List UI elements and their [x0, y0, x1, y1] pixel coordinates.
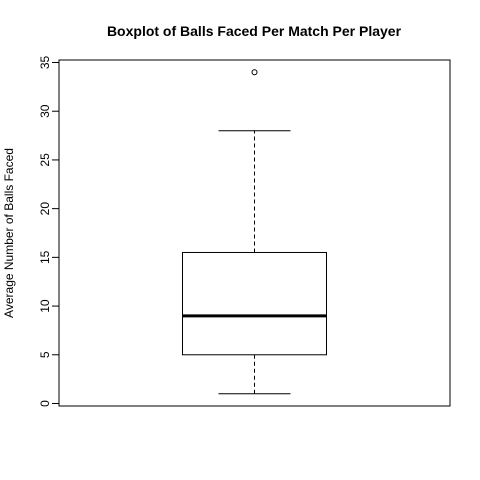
- chart-title: Boxplot of Balls Faced Per Match Per Pla…: [107, 23, 402, 39]
- plot-frame: [58, 59, 451, 407]
- y-tick-label-30: 30: [38, 104, 52, 118]
- y-tick-label-15: 15: [38, 250, 52, 264]
- y-tick-label-20: 20: [38, 202, 52, 216]
- y-tick-label-0: 0: [38, 400, 52, 407]
- y-tick-label-25: 25: [38, 153, 52, 167]
- outlier-point-0: [251, 69, 258, 76]
- y-tick-label-5: 5: [38, 351, 52, 358]
- y-tick-label-35: 35: [38, 56, 52, 70]
- y-tick-label-10: 10: [38, 299, 52, 313]
- interquartile-box: [182, 251, 327, 356]
- y-axis-label: Average Number of Balls Faced: [2, 148, 16, 318]
- box-plot: [182, 69, 327, 395]
- y-axis: 0 5 10 15 20 25 30 35: [38, 56, 60, 407]
